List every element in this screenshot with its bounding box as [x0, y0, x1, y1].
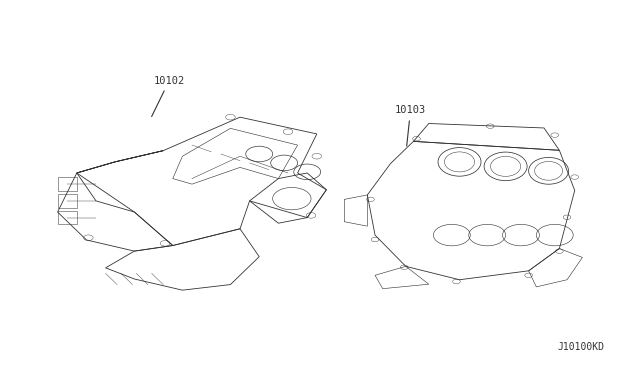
Text: J10100KD: J10100KD [558, 341, 605, 352]
Text: 10102: 10102 [152, 76, 185, 116]
Text: 10103: 10103 [395, 105, 426, 146]
